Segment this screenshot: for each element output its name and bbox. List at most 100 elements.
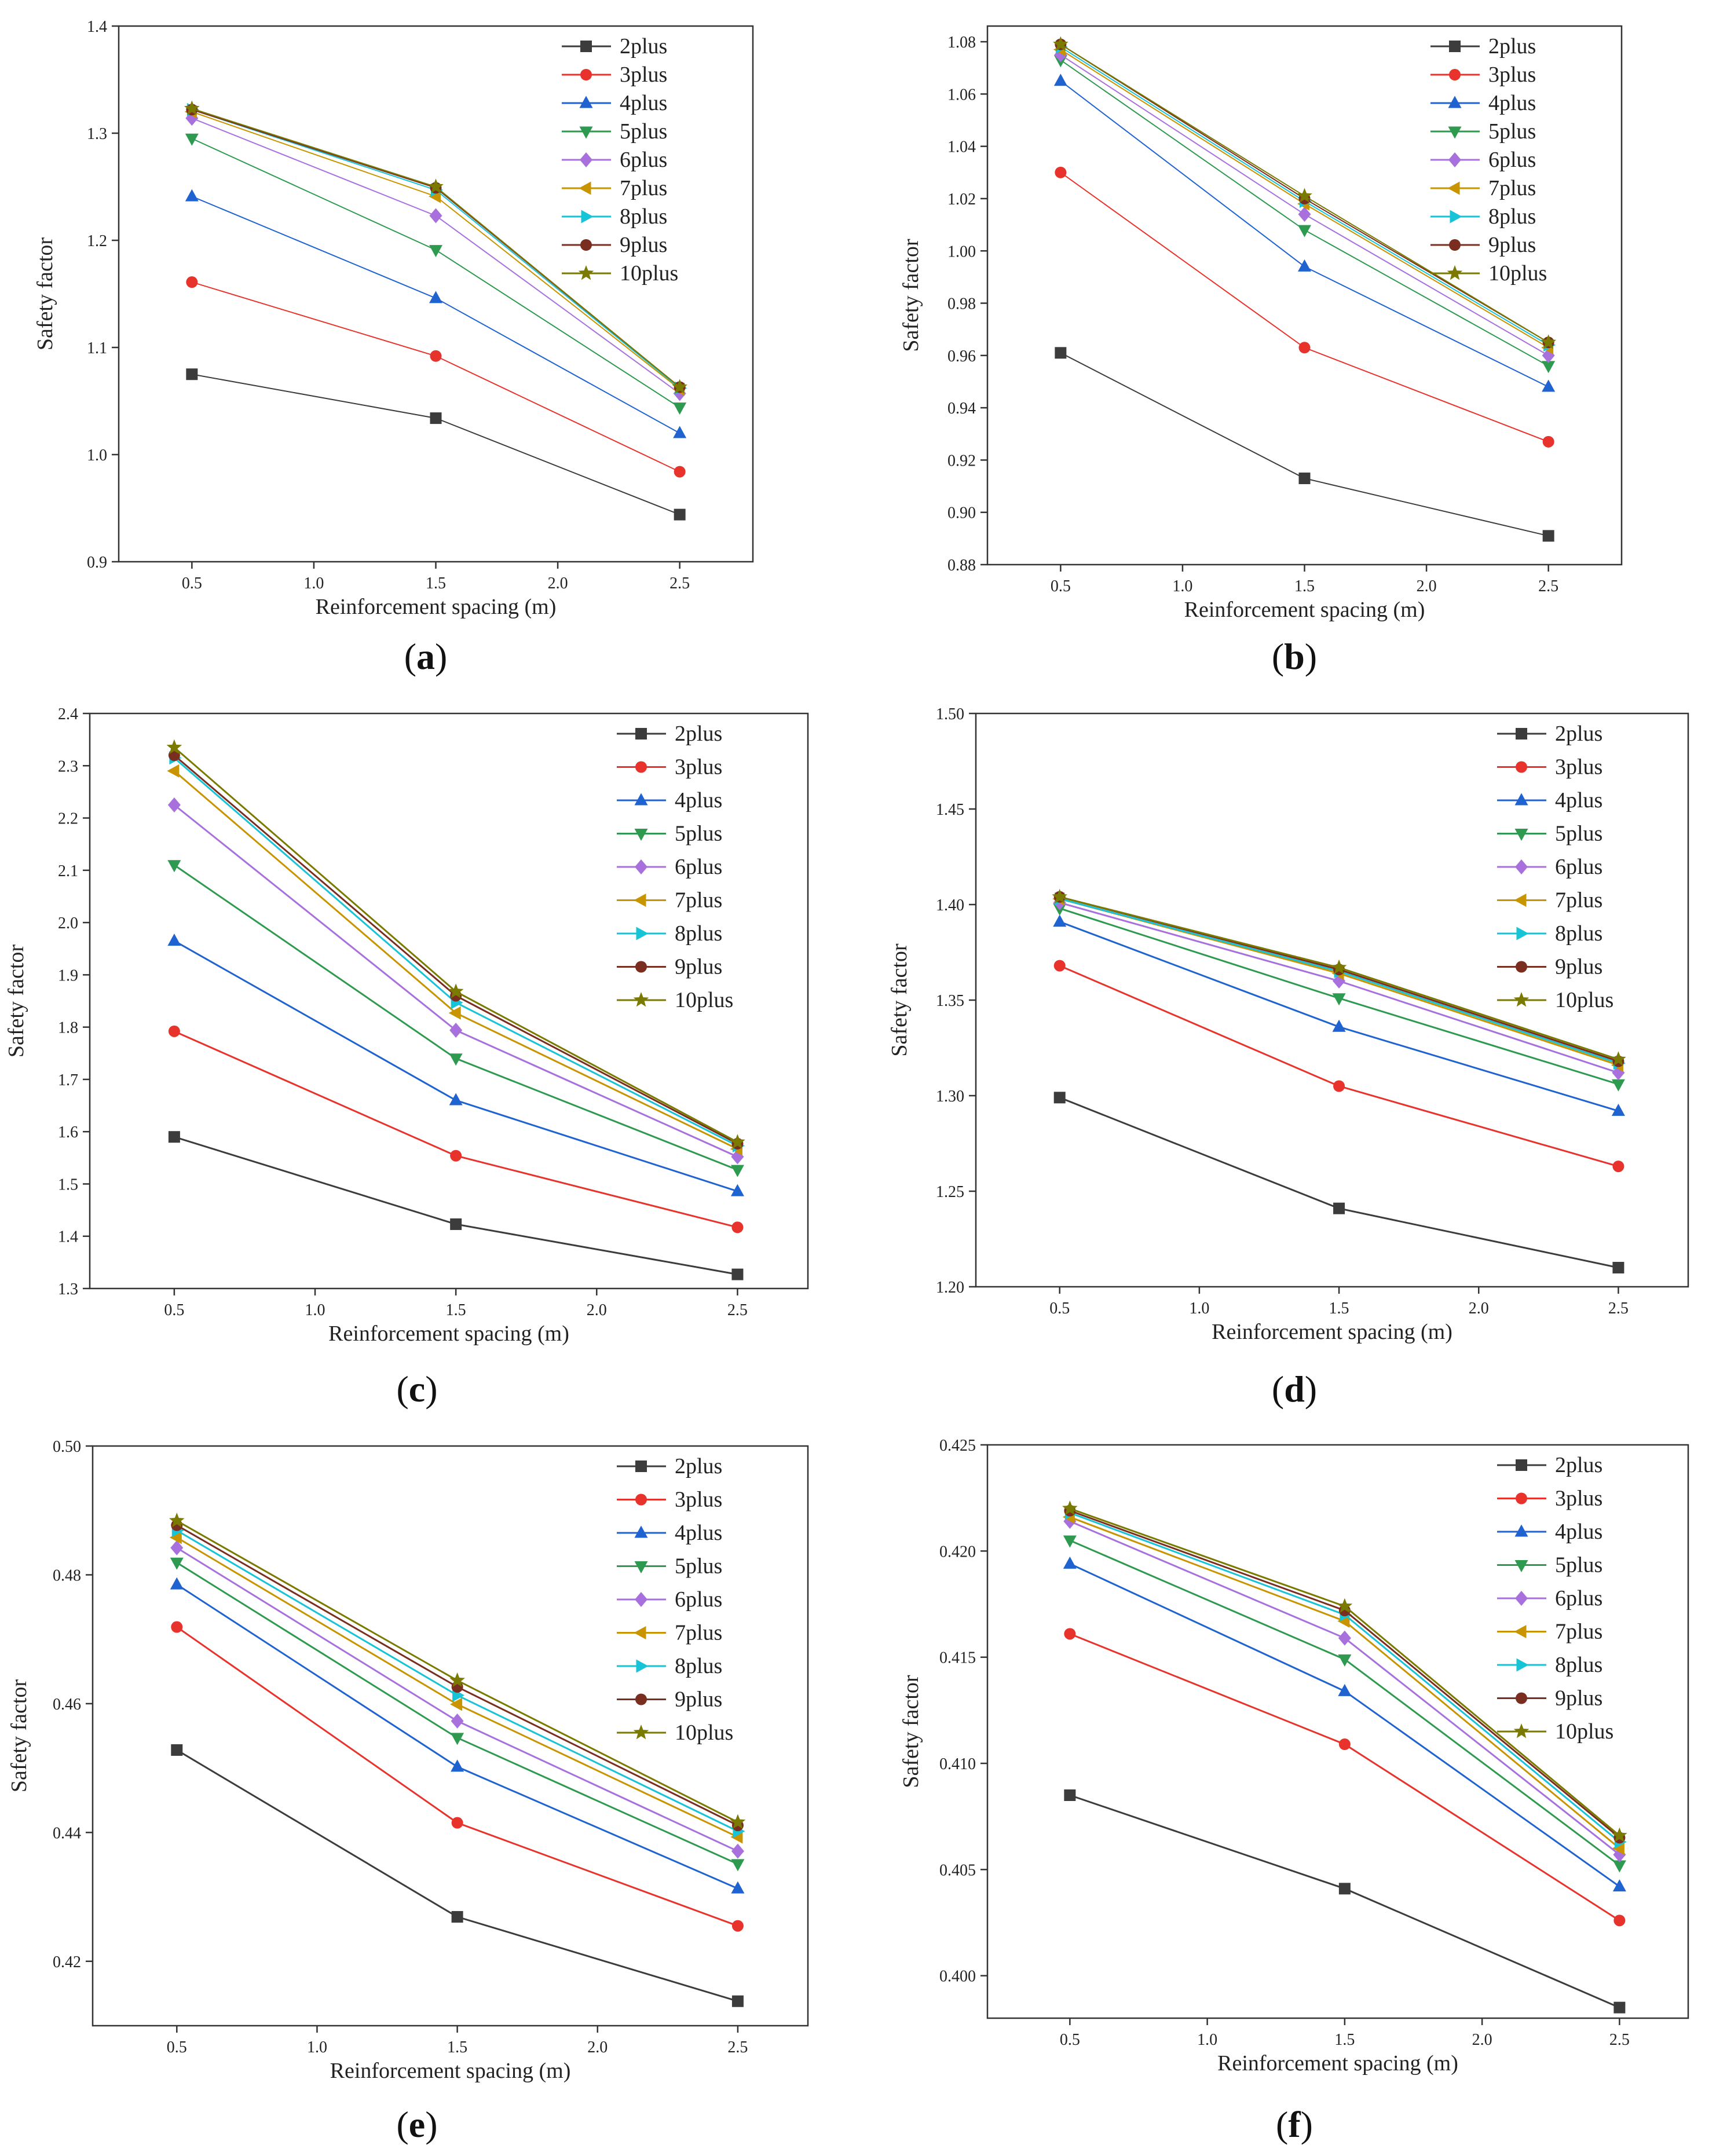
legend-label-10plus: 10plus [675,1721,733,1745]
data-point-5plus [1298,225,1311,237]
legend-marker-3plus [580,69,592,80]
data-point-4plus [730,1184,744,1196]
data-point-10plus [1612,1827,1627,1842]
data-point-4plus [731,1881,745,1894]
data-point-3plus [450,1150,462,1162]
legend-label-3plus: 3plus [1555,1487,1602,1511]
series-line-3plus [176,1626,738,1927]
data-point-5plus [167,860,181,873]
data-point-5plus [1611,1079,1625,1092]
legend-label-5plus: 5plus [1555,1553,1602,1577]
x-tick-label: 2.5 [1609,2031,1630,2049]
legend-marker-4plus [579,96,593,108]
data-point-3plus [430,350,442,362]
series-line-10plus [173,746,738,1143]
legend-label-7plus: 7plus [675,888,722,913]
legend-label-8plus: 8plus [675,921,722,946]
x-tick-label: 1.0 [1172,577,1192,595]
chart-panel-c: 0.5 1.0 1.5 2.0 2.5 1.3 1.4 1.5 1.6 1.7 1.8 1.9 2.0 2… [4,705,809,1410]
legend-marker-8plus [1516,1658,1529,1672]
data-point-3plus [1064,1628,1076,1640]
legend-label-6plus: 6plus [675,1587,722,1612]
data-point-4plus [451,1759,464,1772]
series-line-10plus [1069,1507,1620,1836]
data-point-2plus [731,1268,744,1280]
x-tick-label: 2.0 [587,1301,607,1319]
legend-marker-3plus [1516,1492,1527,1505]
y-tick-label: 0.98 [947,295,976,313]
y-tick-label: 1.9 [58,967,78,984]
data-point-3plus [1055,166,1067,178]
x-tick-label: 2.0 [1469,1300,1489,1317]
legend-label-6plus: 6plus [1555,1586,1602,1610]
data-point-10plus [1053,36,1069,51]
x-tick-label: 1.0 [305,1301,325,1319]
x-axis-label: Reinforcement spacing (m) [1184,598,1425,622]
legend-marker-2plus [635,728,647,740]
x-tick-label: 1.0 [307,2038,327,2056]
data-point-5plus [429,245,442,258]
legend-label-2plus: 2plus [675,1454,722,1478]
legend-marker-9plus [635,1693,647,1705]
legend-marker-3plus [1516,761,1527,773]
legend-label-8plus: 8plus [1555,1653,1602,1677]
y-tick-label: 1.00 [947,243,976,261]
legend-marker-6plus [635,1592,647,1607]
y-tick-label: 0.42 [53,1953,81,1971]
legend-label-5plus: 5plus [675,1554,722,1579]
data-point-10plus [448,983,464,998]
series-line-9plus [173,755,738,1145]
data-point-5plus [1338,1654,1352,1667]
legend-label-10plus: 10plus [675,988,733,1012]
y-tick-label: 1.50 [936,705,964,723]
x-tick-label: 1.5 [447,2038,467,2056]
y-axis-label: Safety factor [7,1679,31,1793]
data-point-6plus [1298,207,1311,222]
data-point-3plus [731,1920,744,1932]
data-point-6plus [1338,1630,1351,1646]
series-line-4plus [191,196,680,434]
y-tick-label: 1.3 [87,125,107,143]
data-point-3plus [674,466,686,478]
legend-marker-8plus [581,210,594,224]
y-tick-label: 0.400 [939,1968,976,1986]
legend-marker-7plus [1514,894,1527,907]
legend-label-3plus: 3plus [1555,755,1602,779]
x-tick-label: 0.5 [1060,2031,1080,2049]
y-tick-label: 1.04 [947,138,976,156]
data-point-2plus [451,1911,463,1923]
legend-marker-5plus [1448,126,1462,139]
data-point-4plus [1298,259,1311,272]
y-tick-label: 1.06 [947,86,976,104]
legend-label-10plus: 10plus [1488,261,1547,285]
x-tick-label: 1.5 [1334,2031,1355,2049]
legend-label-9plus: 9plus [675,955,722,979]
data-point-6plus [429,208,442,224]
y-tick-label: 1.7 [58,1071,78,1089]
legend-marker-7plus [579,181,591,195]
legend-label-4plus: 4plus [675,788,722,812]
y-tick-label: 0.46 [53,1696,81,1714]
data-point-4plus [1053,914,1067,927]
legend-marker-9plus [1516,961,1527,973]
data-point-3plus [1612,1161,1624,1173]
y-tick-label: 1.25 [936,1183,964,1201]
y-tick-label: 1.1 [87,339,107,357]
legend-label-7plus: 7plus [1555,1620,1602,1644]
legend-marker-9plus [1449,239,1461,251]
legend-marker-5plus [1514,829,1528,841]
legend-marker-9plus [635,961,647,973]
data-point-10plus [1062,1500,1078,1516]
x-tick-label: 1.5 [426,574,446,592]
chart-panel-b: 0.5 1.0 1.5 2.0 2.5 0.88 0.90 0.92 0.94 0.96 0.98 1… [899,25,1623,677]
data-point-10plus [184,100,200,115]
data-point-2plus [1298,473,1311,485]
legend-marker-8plus [636,927,649,940]
data-point-2plus [1333,1202,1345,1214]
data-point-3plus [1613,1915,1626,1927]
series-line-3plus [192,281,680,473]
data-point-10plus [449,1672,465,1688]
legend-marker-5plus [579,126,593,139]
x-tick-label: 2.5 [727,2038,748,2056]
